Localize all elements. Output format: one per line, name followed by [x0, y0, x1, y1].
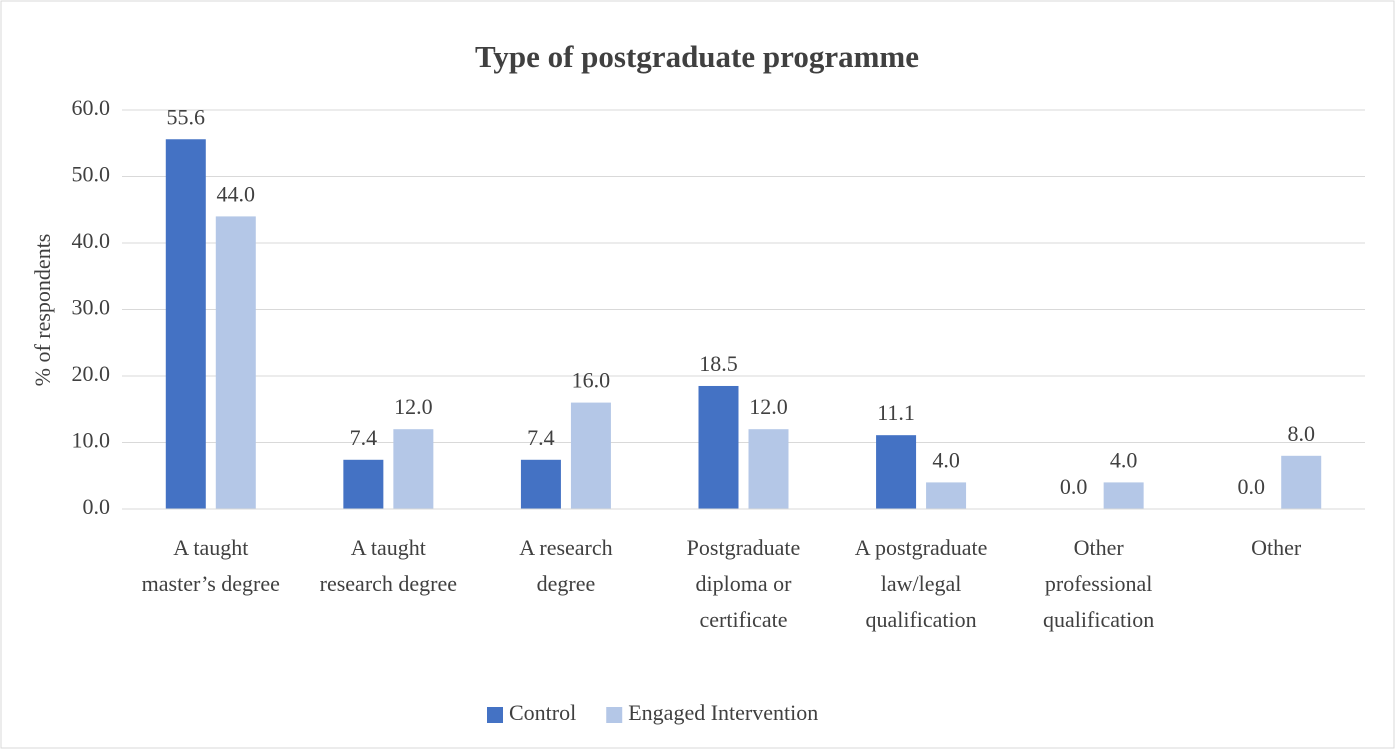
y-tick-label: 20.0 — [72, 361, 111, 386]
data-label: 8.0 — [1287, 421, 1315, 446]
y-tick-label: 30.0 — [72, 295, 111, 320]
bar — [165, 139, 206, 509]
bar — [343, 459, 384, 509]
legend-swatch — [606, 707, 623, 723]
data-label: 7.4 — [527, 425, 555, 450]
bar — [1103, 482, 1144, 509]
bar — [1281, 455, 1322, 509]
x-tick-label: Postgraduate diploma or certificate — [686, 535, 801, 632]
bar — [748, 429, 789, 509]
x-tick-label: A taught research degree — [319, 535, 458, 596]
data-label: 7.4 — [350, 425, 378, 450]
data-label: 12.0 — [394, 394, 433, 419]
y-tick-label: 0.0 — [83, 494, 111, 519]
data-label: 0.0 — [1237, 474, 1265, 499]
x-tick-label: A postgraduate law/legal qualification — [854, 535, 988, 632]
data-label: 0.0 — [1060, 474, 1088, 499]
y-tick-label: 50.0 — [72, 162, 111, 187]
data-label: 55.6 — [167, 104, 206, 129]
bar — [215, 216, 256, 509]
bar — [876, 435, 917, 509]
data-label: 11.1 — [877, 400, 915, 425]
data-label: 16.0 — [572, 368, 611, 393]
legend-label: Control — [509, 700, 576, 725]
x-tick-label: Other professional qualification — [1043, 535, 1155, 632]
data-label: 44.0 — [217, 181, 256, 206]
data-label: 12.0 — [749, 394, 788, 419]
bar — [926, 482, 967, 509]
x-tick-label: A research degree — [519, 535, 613, 596]
bar — [570, 402, 611, 509]
bar — [393, 429, 434, 509]
y-axis-label: % of respondents — [30, 234, 55, 387]
y-tick-label: 60.0 — [72, 95, 111, 120]
legend-swatch — [487, 707, 503, 723]
bar — [698, 385, 739, 509]
data-label: 4.0 — [932, 447, 960, 472]
data-label: 18.5 — [699, 351, 738, 376]
y-tick-label: 10.0 — [72, 428, 111, 453]
y-tick-label: 40.0 — [72, 228, 111, 253]
data-label: 4.0 — [1110, 447, 1138, 472]
x-tick-label: A taught master’s degree — [141, 535, 280, 596]
bar — [520, 459, 561, 509]
x-tick-label: Other — [1251, 535, 1302, 560]
legend-label: Engaged Intervention — [628, 700, 818, 725]
chart-title: Type of postgraduate programme — [475, 39, 919, 74]
